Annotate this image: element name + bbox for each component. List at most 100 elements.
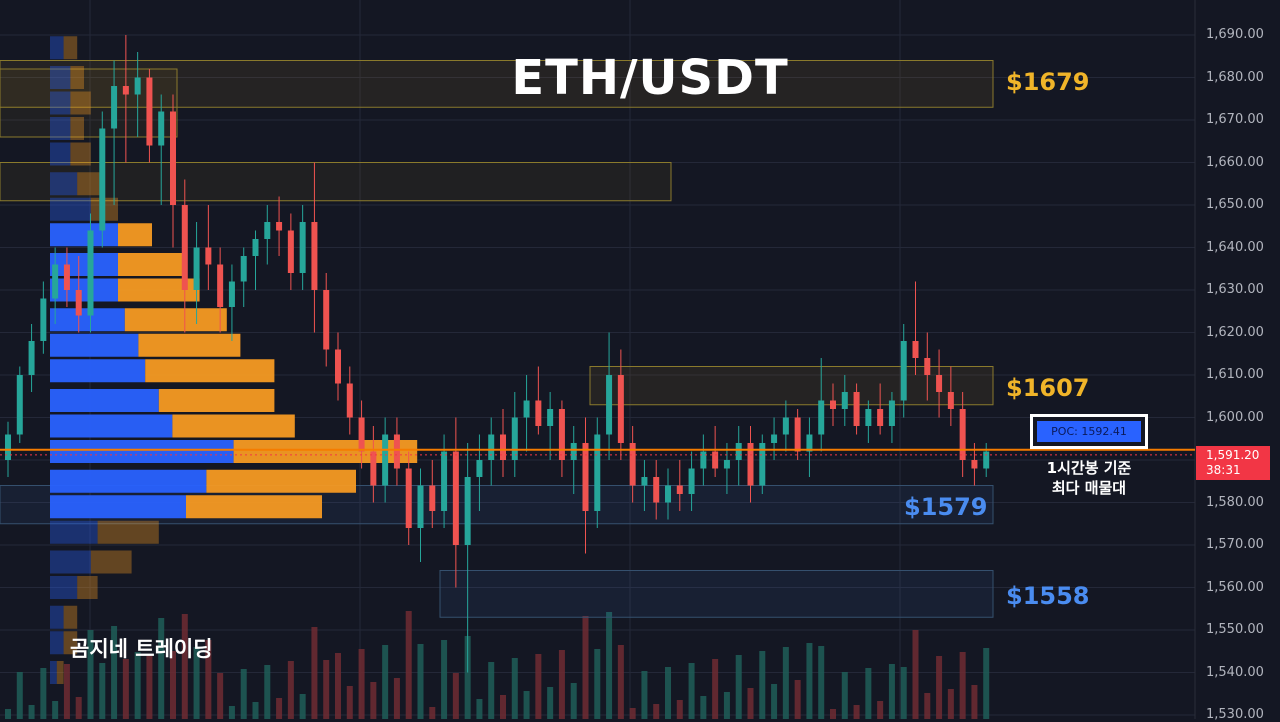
candle-body [158,111,165,146]
volume-bar [735,655,742,719]
vp-sell-bar [206,469,356,493]
price-axis-tick: 1,660.00 [1206,154,1264,170]
volume-bar [818,646,825,719]
current-price-tag: 1,591.20 38:31 [1196,446,1270,480]
candle-body [52,264,59,299]
volume-bar [794,680,801,719]
price-axis-tick: 1,560.00 [1206,579,1264,595]
price-zone [439,570,994,618]
vp-buy-bar [50,661,57,684]
price-axis-tick: 1,670.00 [1206,112,1264,127]
volume-bar [947,689,954,719]
candle-body [558,409,565,460]
candle-body [983,451,990,469]
volume-bar [959,652,966,719]
candle-body [5,434,11,460]
price-axis-tick: 1,620.00 [1206,324,1264,340]
volume-bar [441,640,448,719]
candle-body [476,460,483,477]
volume-bar [264,665,271,719]
poc-label: POC: 1592.41 [1037,421,1141,442]
price-axis-tick: 1,570.00 [1206,537,1264,552]
vp-sell-bar [70,142,91,166]
vp-buy-bar [50,333,139,357]
volume-bar [606,612,613,719]
volume-bar [594,649,601,719]
price-axis-tick: 1,530.00 [1206,707,1264,722]
volume-bar [759,651,766,719]
vp-sell-bar [158,389,275,412]
candle-body [782,417,789,435]
volume-bar [370,682,377,719]
candle-body [464,477,471,545]
volume-bar [276,698,283,719]
vp-buy-bar [50,117,71,140]
vp-buy-bar [50,278,118,302]
candle-body [111,86,118,129]
vp-sell-bar [172,414,295,438]
vp-sell-bar [90,550,132,574]
volume-bar [193,647,200,719]
candle-body [794,417,801,452]
volume-bar [323,660,330,719]
candle-body [217,264,224,307]
volume-bar [287,661,294,719]
volume-bar [146,655,153,719]
candle-body [346,383,353,418]
candle-body [594,434,601,511]
candle-body [75,290,82,316]
candle-body [146,77,153,146]
volume-bar [900,667,907,719]
vp-buy-bar [50,223,118,247]
candle-body [276,222,283,231]
volume-bar [476,699,483,719]
volume-bar [912,630,919,719]
candle-body [759,443,766,486]
volume-bar [205,640,212,719]
vp-sell-bar [77,576,98,599]
volume-bar [311,627,318,719]
candle-body [228,281,235,307]
volume-bar [547,687,554,719]
volume-bar [582,616,589,719]
vp-buy-bar [50,142,71,166]
volume-bar [676,700,683,719]
volume-bar [170,651,176,719]
price-axis-tick: 1,690.00 [1206,27,1264,42]
volume-bar [723,692,730,719]
volume-bar [782,647,789,719]
chart-title: ETH/USDT [511,50,789,106]
candle-body [924,358,931,375]
candle-body [735,443,742,460]
candle-body [417,485,424,528]
zone-price-label: $1558 [1006,582,1090,610]
candle-body [240,256,247,282]
candle-body [617,375,624,443]
volume-bar [122,659,129,719]
volume-bar [830,709,836,719]
candle-body [452,451,459,545]
poc-caption: 1시간봉 기준 최다 매물대 [1024,458,1154,498]
candle-countdown: 38:31 [1206,463,1241,477]
price-axis-tick: 1,640.00 [1206,239,1264,255]
candle-body [358,417,365,452]
current-price-value: 1,591.20 [1206,448,1260,462]
volume-bar [335,653,341,719]
volume-bar [16,672,23,719]
volume-bar [346,686,353,719]
vp-sell-bar [63,605,78,629]
candle-body [370,451,377,486]
price-axis-tick: 1,540.00 [1206,664,1264,680]
vp-sell-bar [70,66,84,89]
volume-bar [853,705,860,719]
volume-bar [665,667,671,719]
vp-buy-bar [50,414,173,438]
candle-body [606,375,613,435]
vp-sell-bar [77,172,105,196]
candle-body [971,460,978,469]
volume-bar [464,636,471,719]
candle-body [40,298,47,341]
zone-price-label: $1607 [1006,373,1090,402]
candle-body [712,451,719,469]
